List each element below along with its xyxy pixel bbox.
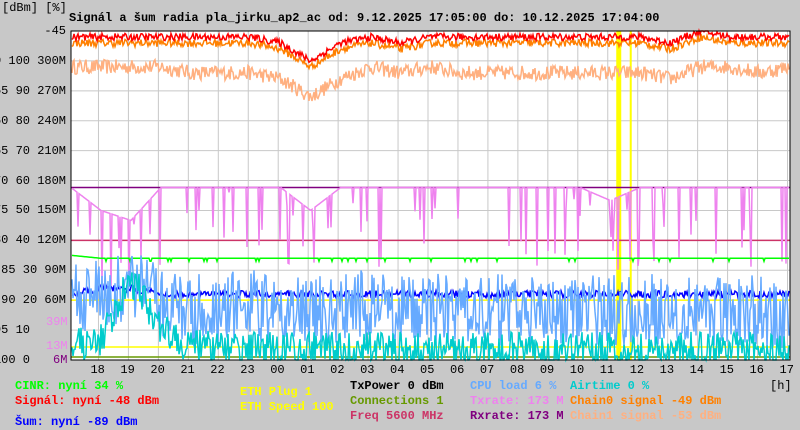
series-chain0-signal [71,32,790,71]
x-tick-label: 02 [330,363,345,377]
legend-eth-speed: ETH Speed 100 [240,400,334,414]
series-signál [71,28,790,64]
series-chain1-signal [71,57,790,102]
x-tick-label: 22 [210,363,225,377]
y-tick-label: -80 40 120M [0,233,66,248]
y-tick-label: -100 0 [0,353,30,367]
x-tick-label: 21 [180,363,195,377]
y-tick-label: -60 80 240M [0,113,66,128]
legend-freq: Freq 5600 MHz [350,409,444,423]
x-tick-label: 16 [749,363,764,377]
y-tick-label: -70 60 180M [0,173,66,188]
y-tick-label: -90 20 60M [0,293,66,308]
x-tick-label: 00 [270,363,285,377]
y-tick-label: -50 100 300M [0,53,66,68]
series-group [71,28,790,363]
y-tick-label: -65 70 210M [0,143,66,158]
x-tick-label: 12 [629,363,645,377]
legend-eth-plug: ETH Plug 1 [240,385,313,399]
x-tick-label: 04 [390,363,405,377]
y-tick-label: -95 10 [0,323,30,338]
eth-event-bar [616,31,622,360]
series-cpu-load [71,255,790,350]
legend-rxrate: Rxrate: 173 M [470,409,564,423]
legend-noise: Šum: nyní -89 dBm [15,415,138,429]
y-tick-label: -55 90 270M [0,83,66,98]
legend-chain1: Chain1 signal -53 dBm [570,409,722,423]
chart-title: Signál a šum radia pla_jirku_ap2_ac od: … [69,11,660,25]
x-tick-label: 14 [689,363,705,377]
x-tick-label: 17 [779,363,794,377]
rate-min-label: 39M [46,315,68,329]
x-tick-label: 20 [150,363,165,377]
rate-min-label: 6M [53,353,68,367]
legend-signal: Signál: nyní -48 dBm [15,394,160,408]
legend-cpu: CPU load 6 % [470,379,557,393]
x-tick-label: 11 [599,363,615,377]
legend-airtime: Airtime 0 % [570,379,650,393]
legend-cinr: CINR: nyní 34 % [15,379,124,393]
series-cinr [71,254,789,264]
x-tick-label: 05 [420,363,435,377]
x-tick-label: 06 [449,363,465,377]
y-tick-label: -45 [44,24,66,38]
rate-min-label: 13M [46,339,68,353]
x-tick-label: 19 [120,363,135,377]
x-tick-label: 07 [479,363,495,377]
legend-txpower: TxPower 0 dBm [350,379,444,393]
x-tick-label: 23 [240,363,255,377]
x-tick-label: 09 [539,363,555,377]
legend-chain0: Chain0 signal -49 dBm [570,394,722,408]
series-txrate [71,186,789,290]
legend-txrate: Txrate: 173 M [470,394,564,408]
x-tick-label: 08 [509,363,525,377]
y-units-label: [dBm] [%] [2,1,67,15]
y-tick-label: -75 50 150M [0,203,66,218]
x-tick-label: 15 [719,363,734,377]
x-tick-label: 10 [569,363,585,377]
x-tick-label: 18 [90,363,105,377]
x-axis-unit: [h] [770,379,792,393]
plot-frame [70,30,791,361]
x-tick-label: 01 [300,363,315,377]
x-tick-label: 13 [659,363,675,377]
legend-connections: Connections 1 [350,394,444,408]
x-tick-label: 03 [360,363,375,377]
y-tick-label: -85 30 90M [0,263,66,278]
